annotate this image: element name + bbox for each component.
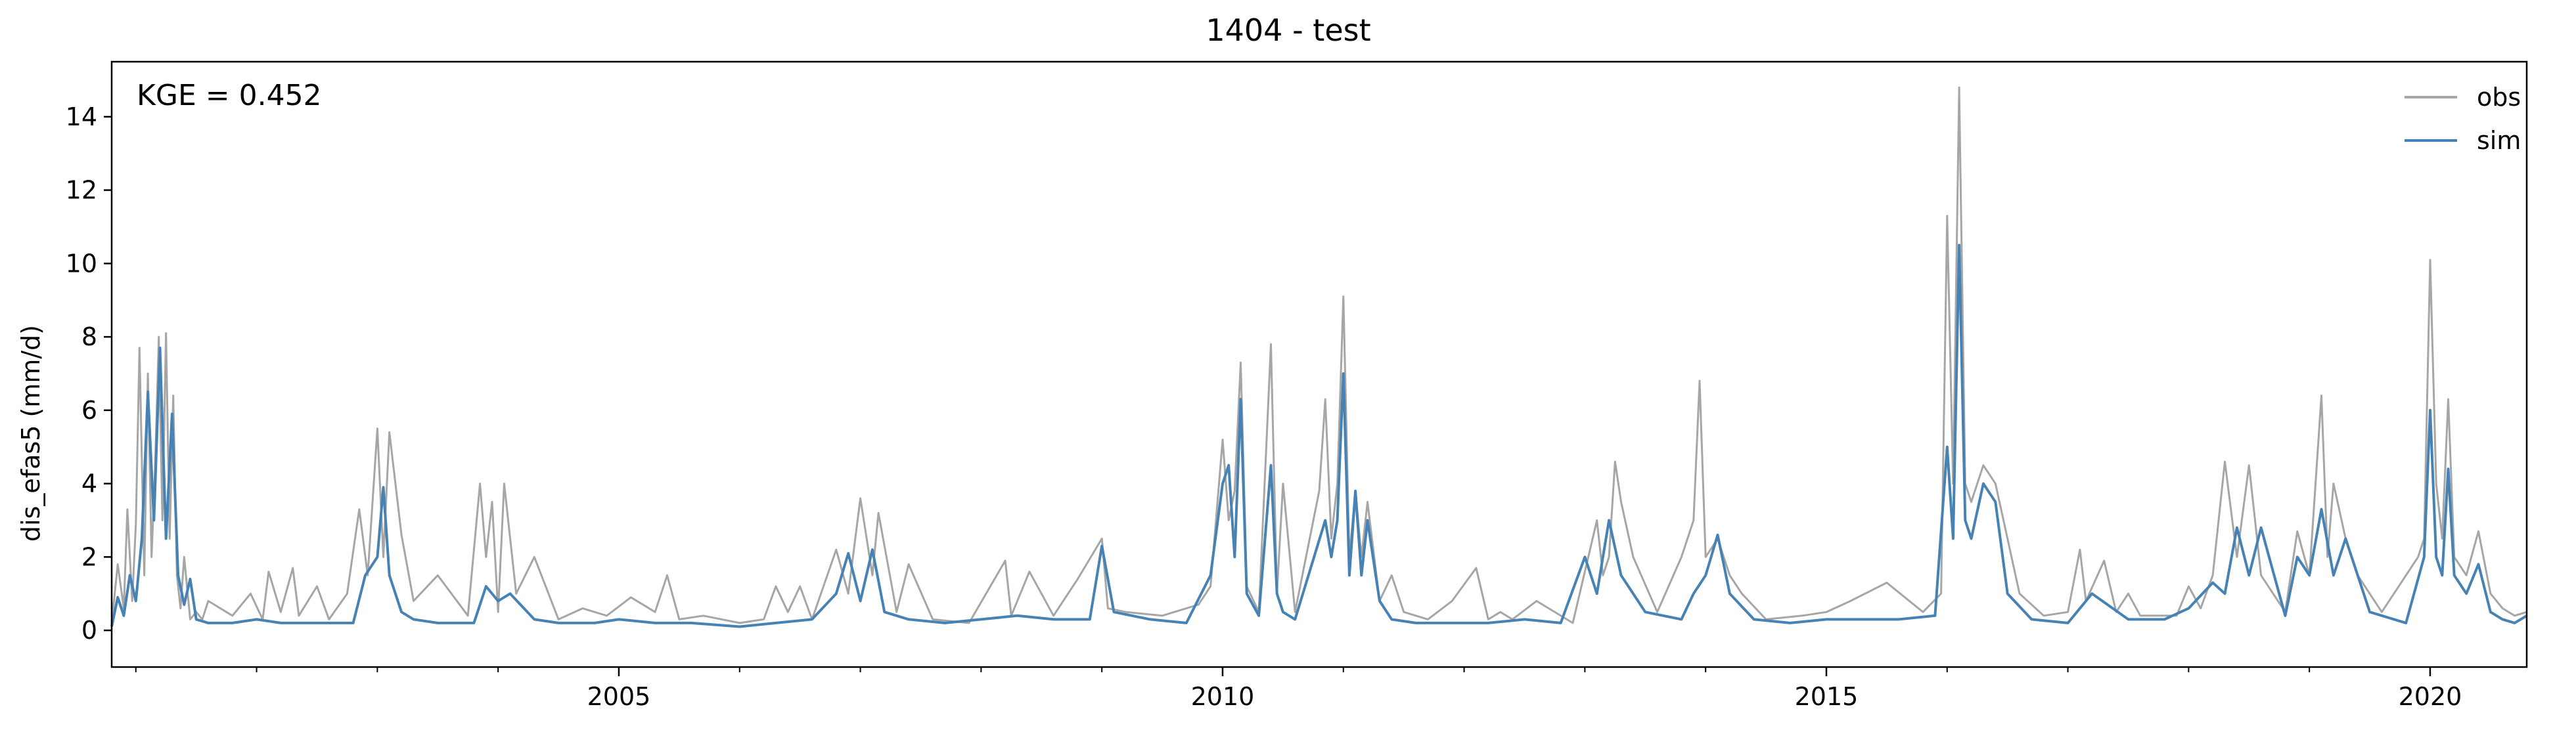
y-tick-label: 8 bbox=[81, 322, 97, 351]
y-tick-label: 14 bbox=[66, 102, 97, 131]
x-tick-label: 2005 bbox=[587, 682, 651, 711]
legend-label-sim: sim bbox=[2477, 126, 2521, 155]
y-tick-label: 10 bbox=[66, 249, 97, 278]
plot-frame bbox=[110, 60, 2528, 668]
plot-area: 0 2 4 6 8 10 12 14 2005 2010 2015 2020 bbox=[66, 60, 2528, 711]
legend: obs sim bbox=[2405, 83, 2521, 155]
y-axis-label: dis_efas5 (mm/d) bbox=[16, 325, 45, 542]
legend-label-obs: obs bbox=[2477, 83, 2521, 112]
y-tick-label: 0 bbox=[81, 616, 97, 645]
chart-title: 1404 - test bbox=[1206, 12, 1370, 48]
x-tick-label: 2015 bbox=[1795, 682, 1859, 711]
y-tick-label: 6 bbox=[81, 396, 97, 425]
kge-annotation: KGE = 0.452 bbox=[137, 79, 322, 112]
x-tick-label: 2010 bbox=[1191, 682, 1255, 711]
y-tick-label: 4 bbox=[81, 469, 97, 498]
y-tick-label: 12 bbox=[66, 176, 97, 205]
series-line-sim bbox=[110, 244, 2528, 628]
y-tick-label: 2 bbox=[81, 542, 97, 571]
x-tick-label: 2020 bbox=[2399, 682, 2462, 711]
